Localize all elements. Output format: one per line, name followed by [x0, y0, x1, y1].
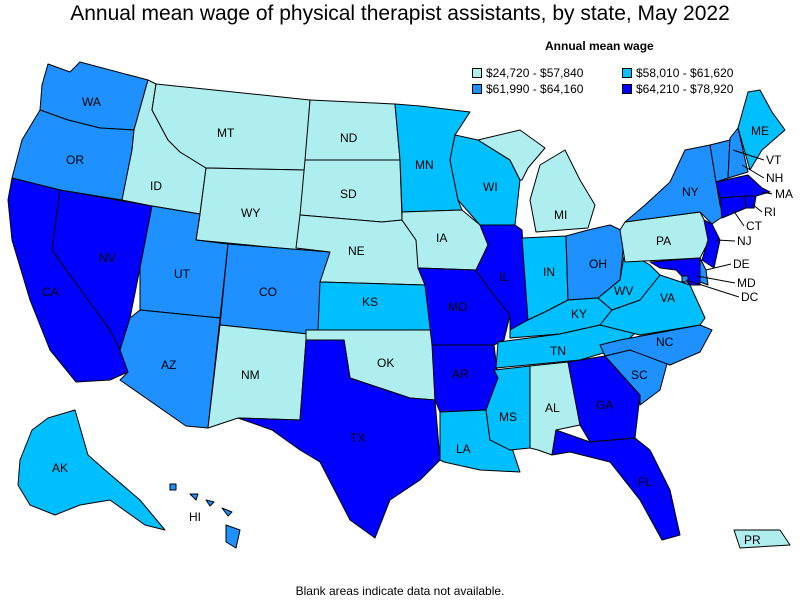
state-label: OK: [377, 356, 394, 370]
state-label: MN: [415, 158, 434, 172]
state-label: AL: [545, 401, 560, 415]
leader-line: [761, 191, 773, 195]
state-label: NJ: [737, 234, 752, 248]
state-PR[interactable]: [733, 529, 791, 549]
state-label: OR: [66, 153, 84, 167]
state-DC[interactable]: [681, 275, 689, 283]
state-label: NM: [241, 368, 260, 382]
state-label: PA: [656, 234, 671, 248]
leader-line: [715, 239, 736, 242]
state-FL[interactable]: [551, 429, 681, 541]
state-label: MT: [217, 126, 235, 140]
leader-line: [685, 279, 740, 298]
footnote: Blank areas indicate data not available.: [295, 584, 505, 598]
legend-label: $24,720 - $57,840: [486, 66, 584, 80]
legend-label: $58,010 - $61,620: [636, 66, 734, 80]
state-label: OH: [589, 257, 607, 271]
state-label: IN: [543, 265, 555, 279]
state-NC[interactable]: [599, 324, 713, 366]
state-label: FL: [638, 475, 652, 489]
leader-lines: [685, 149, 773, 298]
leader-line: [732, 209, 745, 227]
state-label: WV: [614, 284, 633, 298]
state-label: NH: [766, 171, 783, 185]
state-labels: WA OR CA NV ID MT WY UT AZ CO NM ND SD N…: [42, 95, 793, 547]
state-label: AR: [452, 367, 469, 381]
state-label: IL: [499, 270, 509, 284]
state-label: AK: [52, 461, 68, 475]
state-CT[interactable]: [719, 195, 747, 219]
state-label: VT: [766, 153, 782, 167]
state-ME[interactable]: [737, 89, 786, 171]
state-label: CT: [746, 219, 763, 233]
state-AK[interactable]: [17, 409, 166, 531]
state-label: NC: [656, 335, 674, 349]
state-IL[interactable]: [475, 224, 529, 331]
state-label: KY: [571, 307, 587, 321]
leader-line: [751, 203, 763, 213]
state-label: UT: [174, 267, 191, 281]
state-label: NE: [348, 244, 365, 258]
state-label: DE: [733, 257, 750, 271]
legend-item-tier-1: $58,010 - $61,620: [622, 66, 733, 80]
state-label: HI: [189, 510, 201, 524]
legend-swatch: [472, 84, 482, 94]
state-label: GA: [596, 398, 613, 412]
state-label: VA: [660, 291, 675, 305]
state-label: PR: [744, 533, 761, 547]
legend-swatch: [622, 68, 632, 78]
legend-swatch: [472, 68, 482, 78]
leader-line: [705, 263, 732, 271]
legend-item-tier-3: $64,210 - $78,920: [622, 82, 733, 96]
state-label: WY: [241, 206, 260, 220]
legend-swatch: [622, 84, 632, 94]
state-HI[interactable]: [169, 483, 241, 549]
state-MI[interactable]: [477, 129, 596, 233]
map-title: Annual mean wage of physical therapist a…: [70, 2, 730, 25]
state-TX[interactable]: [237, 339, 441, 539]
state-label: WI: [483, 180, 498, 194]
state-label: SD: [340, 187, 357, 201]
state-label: IA: [436, 231, 447, 245]
leader-line: [732, 149, 765, 161]
state-label: TX: [350, 431, 365, 445]
state-label: LA: [456, 442, 471, 456]
state-label: NY: [682, 185, 699, 199]
state-label: AZ: [161, 358, 176, 372]
state-ND[interactable]: [304, 99, 401, 161]
state-label: WA: [82, 95, 101, 109]
state-label: DC: [741, 290, 759, 304]
state-WV[interactable]: [597, 249, 661, 311]
state-label: RI: [764, 205, 776, 219]
state-label: KS: [362, 295, 378, 309]
state-label: MO: [448, 300, 467, 314]
state-label: MD: [737, 276, 756, 290]
leader-line: [696, 275, 736, 284]
state-label: NV: [99, 251, 116, 265]
state-WY[interactable]: [195, 167, 306, 251]
state-AZ[interactable]: [119, 309, 221, 429]
state-label: MI: [554, 208, 567, 222]
state-NY[interactable]: [624, 144, 726, 225]
state-label: SC: [631, 368, 648, 382]
legend-label: $61,990 - $64,160: [486, 82, 584, 96]
legend-label: $64,210 - $78,920: [636, 82, 734, 96]
leader-line: [741, 164, 765, 179]
state-label: ND: [340, 131, 358, 145]
legend-title: Annual mean wage: [545, 39, 654, 53]
state-label: TN: [550, 344, 566, 358]
state-label: ME: [751, 124, 769, 138]
state-label: CO: [259, 285, 277, 299]
state-label: ID: [150, 179, 162, 193]
legend-item-tier-2: $61,990 - $64,160: [472, 82, 583, 96]
state-label: CA: [42, 285, 59, 299]
legend-item-tier-0: $24,720 - $57,840: [472, 66, 583, 80]
state-label: MS: [499, 410, 517, 424]
state-label: MA: [775, 187, 793, 201]
